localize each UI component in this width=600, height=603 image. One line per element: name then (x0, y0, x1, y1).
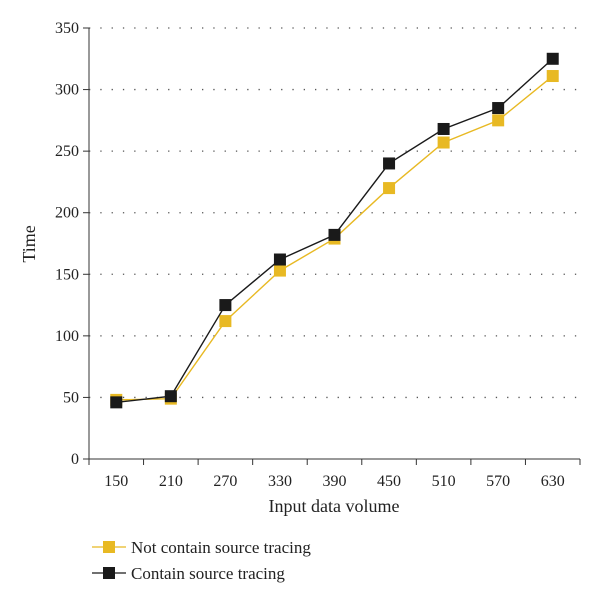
data-point (383, 182, 396, 195)
y-tick-label: 300 (55, 82, 79, 99)
data-point (110, 396, 123, 409)
legend-item-not-contain: Not contain source tracing (92, 538, 311, 557)
legend-marker (103, 541, 115, 553)
y-tick-label: 200 (55, 205, 79, 222)
y-axis-title: Time (19, 225, 39, 262)
data-point (437, 122, 450, 135)
data-point (328, 228, 341, 241)
x-tick-label: 270 (213, 473, 237, 490)
legend-marker (103, 567, 115, 579)
data-point (492, 102, 505, 115)
x-tick-label: 510 (432, 473, 456, 490)
data-point (437, 136, 450, 149)
x-tick-label: 150 (104, 473, 128, 490)
grid-lines (89, 27, 580, 399)
data-point (164, 390, 177, 403)
x-tick-labels: 150 210 270 330 390 450 510 570 630 (104, 473, 564, 490)
data-point (546, 52, 559, 65)
data-point (219, 315, 232, 328)
x-tick-label: 330 (268, 473, 292, 490)
y-tick-label: 350 (55, 20, 79, 37)
series-1 (110, 52, 559, 409)
y-tick-label: 250 (55, 143, 79, 160)
x-tick-label: 450 (377, 473, 401, 490)
x-axis-title: Input data volume (269, 496, 400, 516)
data-point (492, 114, 505, 127)
y-tick-label: 150 (55, 266, 79, 283)
y-tick-label: 50 (63, 389, 79, 406)
y-tick-label: 0 (71, 451, 79, 468)
legend-label: Not contain source tracing (131, 538, 311, 557)
legend: Not contain source tracing Contain sourc… (92, 538, 311, 583)
legend-label: Contain source tracing (131, 564, 285, 583)
y-tick-labels: 0 50 100 150 200 250 300 350 (55, 20, 79, 468)
data-point (546, 70, 559, 83)
x-tick-label: 390 (323, 473, 347, 490)
data-point (219, 299, 232, 312)
x-tick-label: 570 (486, 473, 510, 490)
series-layer (110, 52, 559, 409)
data-point (273, 264, 286, 277)
y-tick-label: 100 (55, 328, 79, 345)
axes (83, 27, 581, 465)
legend-item-contain: Contain source tracing (92, 564, 285, 583)
data-point (273, 253, 286, 266)
x-tick-label: 210 (159, 473, 183, 490)
x-tick-label: 630 (541, 473, 565, 490)
data-point (383, 157, 396, 170)
